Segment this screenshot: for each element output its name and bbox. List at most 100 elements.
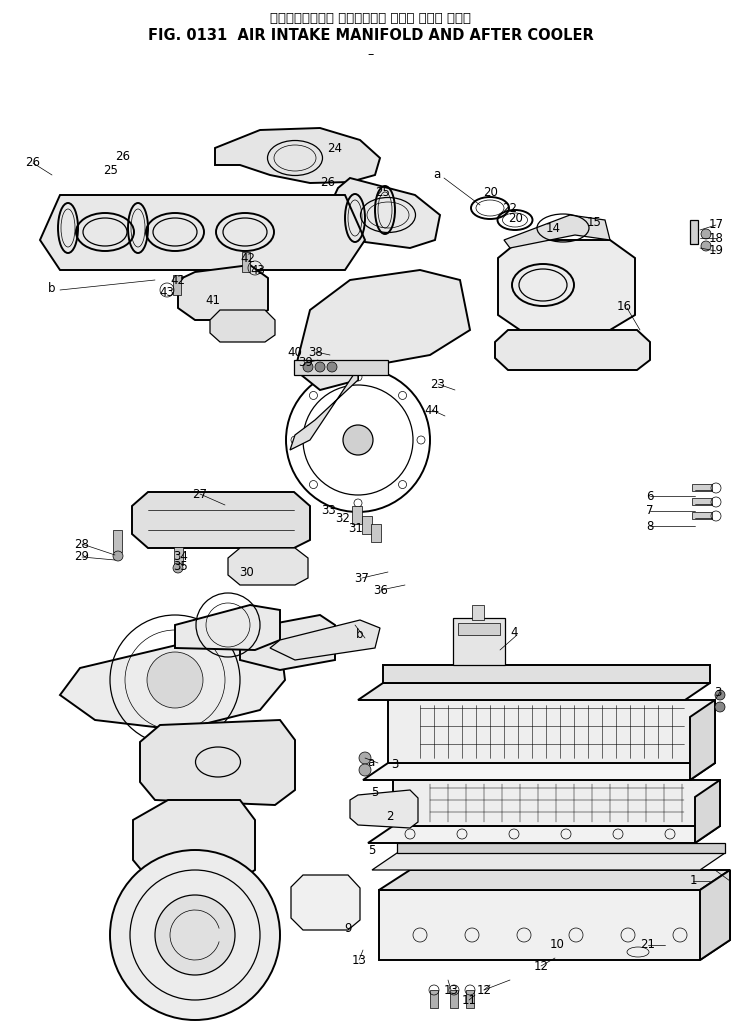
Bar xyxy=(692,498,712,505)
Polygon shape xyxy=(175,605,280,650)
Bar xyxy=(174,547,183,565)
Text: 17: 17 xyxy=(708,219,723,232)
Circle shape xyxy=(715,702,725,712)
Polygon shape xyxy=(228,548,308,585)
Text: 34: 34 xyxy=(173,550,188,562)
Text: 19: 19 xyxy=(708,244,723,258)
Bar xyxy=(692,484,712,491)
Polygon shape xyxy=(397,843,725,853)
Text: 38: 38 xyxy=(308,345,323,359)
Polygon shape xyxy=(383,665,710,683)
Text: 26: 26 xyxy=(116,150,130,164)
Polygon shape xyxy=(495,330,650,370)
Circle shape xyxy=(155,895,235,975)
Polygon shape xyxy=(358,683,710,700)
Bar xyxy=(692,512,712,519)
Text: 8: 8 xyxy=(646,519,654,532)
Polygon shape xyxy=(290,368,358,450)
Text: 28: 28 xyxy=(75,538,90,551)
Polygon shape xyxy=(140,721,295,805)
Polygon shape xyxy=(379,870,730,960)
Bar xyxy=(113,530,122,552)
Text: 16: 16 xyxy=(617,299,631,313)
Text: a: a xyxy=(433,168,441,181)
Text: 20: 20 xyxy=(484,186,499,198)
Circle shape xyxy=(303,362,313,372)
Text: 42: 42 xyxy=(241,252,256,266)
Bar xyxy=(472,605,484,620)
Polygon shape xyxy=(178,265,268,320)
Polygon shape xyxy=(132,492,310,548)
Circle shape xyxy=(701,241,711,251)
Text: 35: 35 xyxy=(173,559,188,572)
Polygon shape xyxy=(295,270,470,390)
Polygon shape xyxy=(379,870,730,890)
Text: 26: 26 xyxy=(25,156,41,170)
Text: 36: 36 xyxy=(373,584,388,597)
Text: 43: 43 xyxy=(159,285,174,298)
Text: 32: 32 xyxy=(336,512,350,525)
Polygon shape xyxy=(700,870,730,960)
Polygon shape xyxy=(210,310,275,342)
Text: 41: 41 xyxy=(205,293,221,307)
Polygon shape xyxy=(690,700,715,780)
Text: 2: 2 xyxy=(386,810,393,824)
Text: 37: 37 xyxy=(354,571,370,585)
Text: 18: 18 xyxy=(708,232,723,244)
Polygon shape xyxy=(504,215,610,248)
Polygon shape xyxy=(368,826,720,843)
Text: 33: 33 xyxy=(322,504,336,516)
Bar xyxy=(242,252,250,272)
Polygon shape xyxy=(388,700,715,763)
Circle shape xyxy=(315,362,325,372)
Text: FIG. 0131  AIR INTAKE MANIFOLD AND AFTER COOLER: FIG. 0131 AIR INTAKE MANIFOLD AND AFTER … xyxy=(147,28,594,43)
Bar xyxy=(458,623,500,635)
Text: 43: 43 xyxy=(250,265,265,278)
Text: 3: 3 xyxy=(714,686,722,698)
Text: 24: 24 xyxy=(328,141,342,154)
Text: 5: 5 xyxy=(371,787,379,799)
Bar xyxy=(173,275,181,295)
Polygon shape xyxy=(393,780,720,826)
Circle shape xyxy=(701,229,711,239)
Circle shape xyxy=(327,362,337,372)
Text: 11: 11 xyxy=(462,993,476,1007)
Polygon shape xyxy=(294,360,388,375)
Bar xyxy=(690,220,698,244)
Text: エアーインテーク マニホールド および アフタ クーラ: エアーインテーク マニホールド および アフタ クーラ xyxy=(270,11,471,25)
Polygon shape xyxy=(363,763,715,780)
Text: 21: 21 xyxy=(640,938,656,951)
Text: 1: 1 xyxy=(689,875,697,887)
Polygon shape xyxy=(350,790,418,828)
Circle shape xyxy=(715,690,725,700)
Polygon shape xyxy=(60,630,285,730)
Circle shape xyxy=(343,425,373,455)
Text: 23: 23 xyxy=(431,377,445,390)
Polygon shape xyxy=(240,615,335,670)
Text: –: – xyxy=(368,48,373,61)
Text: 10: 10 xyxy=(550,938,565,951)
Text: 25: 25 xyxy=(376,186,391,199)
Text: 14: 14 xyxy=(545,222,560,234)
Text: 26: 26 xyxy=(321,177,336,189)
Text: 6: 6 xyxy=(646,490,654,503)
Polygon shape xyxy=(695,780,720,843)
Circle shape xyxy=(110,850,280,1020)
Polygon shape xyxy=(291,875,360,930)
Text: 44: 44 xyxy=(425,404,439,417)
Bar xyxy=(352,506,362,524)
Text: 31: 31 xyxy=(348,522,363,536)
Text: 9: 9 xyxy=(345,922,352,934)
Polygon shape xyxy=(215,128,380,183)
Text: 7: 7 xyxy=(646,505,654,517)
Circle shape xyxy=(359,752,371,764)
Text: 12: 12 xyxy=(534,960,548,973)
Text: 40: 40 xyxy=(288,345,302,359)
Text: 12: 12 xyxy=(476,983,491,996)
Polygon shape xyxy=(372,853,725,870)
Bar xyxy=(362,516,372,535)
Text: a: a xyxy=(368,756,375,770)
Text: 15: 15 xyxy=(587,216,602,229)
Text: 5: 5 xyxy=(368,844,376,857)
Bar xyxy=(466,990,474,1008)
